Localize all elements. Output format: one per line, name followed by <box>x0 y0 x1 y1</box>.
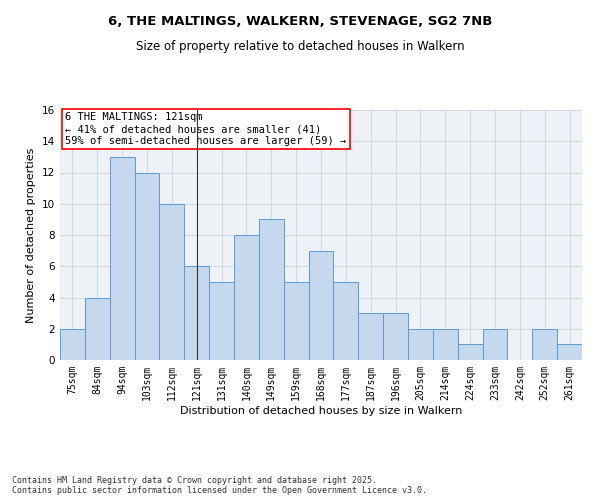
Bar <box>482 329 508 360</box>
Bar <box>209 282 234 360</box>
Text: Contains HM Land Registry data © Crown copyright and database right 2025.
Contai: Contains HM Land Registry data © Crown c… <box>12 476 427 495</box>
Text: Size of property relative to detached houses in Walkern: Size of property relative to detached ho… <box>136 40 464 53</box>
Bar <box>358 313 383 360</box>
Bar <box>408 329 433 360</box>
Text: 6 THE MALTINGS: 121sqm
← 41% of detached houses are smaller (41)
59% of semi-det: 6 THE MALTINGS: 121sqm ← 41% of detached… <box>65 112 346 146</box>
Text: 6, THE MALTINGS, WALKERN, STEVENAGE, SG2 7NB: 6, THE MALTINGS, WALKERN, STEVENAGE, SG2… <box>108 15 492 28</box>
Bar <box>160 204 184 360</box>
X-axis label: Distribution of detached houses by size in Walkern: Distribution of detached houses by size … <box>180 406 462 415</box>
Bar <box>134 172 160 360</box>
Bar <box>383 313 408 360</box>
Y-axis label: Number of detached properties: Number of detached properties <box>26 148 37 322</box>
Bar <box>60 329 85 360</box>
Bar <box>110 157 134 360</box>
Bar <box>284 282 308 360</box>
Bar <box>234 235 259 360</box>
Bar <box>458 344 482 360</box>
Bar <box>532 329 557 360</box>
Bar <box>557 344 582 360</box>
Bar <box>259 220 284 360</box>
Bar <box>433 329 458 360</box>
Bar <box>85 298 110 360</box>
Bar <box>308 250 334 360</box>
Bar <box>334 282 358 360</box>
Bar <box>184 266 209 360</box>
